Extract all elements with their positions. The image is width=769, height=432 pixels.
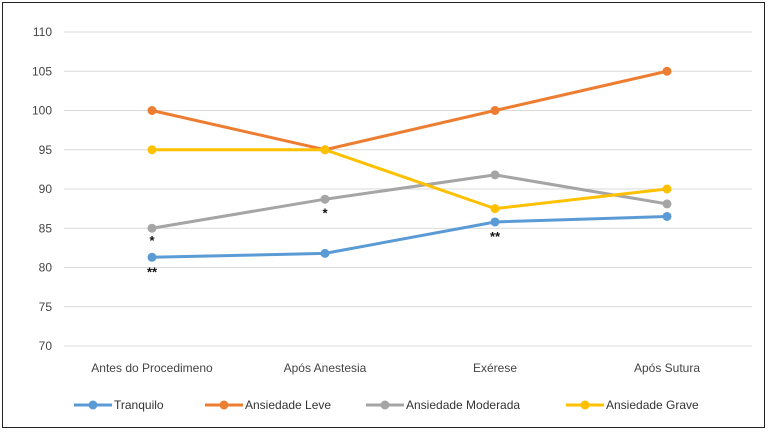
- data-point: [662, 66, 672, 76]
- series-line-1: [151, 69, 668, 152]
- series-line-2: [151, 173, 668, 230]
- annotations: ******: [147, 206, 501, 280]
- y-tick-label: 90: [39, 182, 53, 196]
- chart-frame: [2, 2, 765, 428]
- legend-label: Tranquilo: [114, 398, 164, 412]
- legend-marker: [88, 400, 98, 410]
- data-point: [490, 204, 500, 214]
- data-point: [490, 217, 500, 227]
- data-point: [147, 145, 157, 155]
- legend-marker: [580, 400, 590, 410]
- x-tick-label: Após Anestesia: [284, 361, 367, 375]
- series-lines: [147, 66, 672, 262]
- x-axis-ticks: Antes do Procedimeno Após Anestesia Exéres…: [91, 361, 700, 375]
- legend-marker: [219, 400, 229, 410]
- series-line-3: [152, 148, 668, 211]
- data-point: [662, 184, 672, 194]
- y-tick-label: 70: [39, 339, 53, 353]
- legend: Tranquilo Ansiedade Leve Ansiedade Moderad…: [74, 398, 699, 412]
- data-point: [147, 252, 157, 262]
- data-point: [320, 248, 330, 258]
- y-tick-label: 80: [39, 261, 53, 275]
- significance-marker: **: [490, 229, 501, 244]
- y-axis-ticks: 70 75 80 85 90 95 100 105 110: [32, 25, 52, 353]
- series-line-0: [151, 214, 668, 259]
- data-point: [662, 199, 672, 209]
- data-point: [147, 106, 157, 115]
- significance-marker: **: [147, 264, 158, 279]
- data-point: [320, 145, 330, 155]
- y-tick-label: 75: [39, 300, 53, 314]
- data-point: [320, 194, 330, 204]
- data-point: [490, 106, 500, 115]
- legend-label: Ansiedade Leve: [245, 398, 331, 412]
- y-tick-label: 110: [33, 25, 52, 39]
- significance-marker: *: [322, 206, 328, 221]
- significance-marker: *: [149, 233, 155, 248]
- data-point: [490, 170, 500, 180]
- data-point: [147, 223, 157, 233]
- legend-label: Ansiedade Grave: [606, 398, 699, 412]
- x-tick-label: Antes do Procedimeno: [91, 361, 213, 375]
- legend-marker: [380, 400, 390, 410]
- x-tick-label: Exérese: [473, 361, 517, 375]
- legend-label: Ansiedade Moderada: [406, 398, 520, 412]
- data-point: [662, 211, 672, 221]
- y-tick-label: 85: [39, 221, 53, 235]
- y-tick-label: 105: [32, 64, 52, 78]
- x-tick-label: Após Sutura: [634, 361, 700, 375]
- y-tick-label: 100: [32, 104, 52, 118]
- gridlines: [64, 31, 752, 347]
- y-tick-label: 95: [39, 143, 53, 157]
